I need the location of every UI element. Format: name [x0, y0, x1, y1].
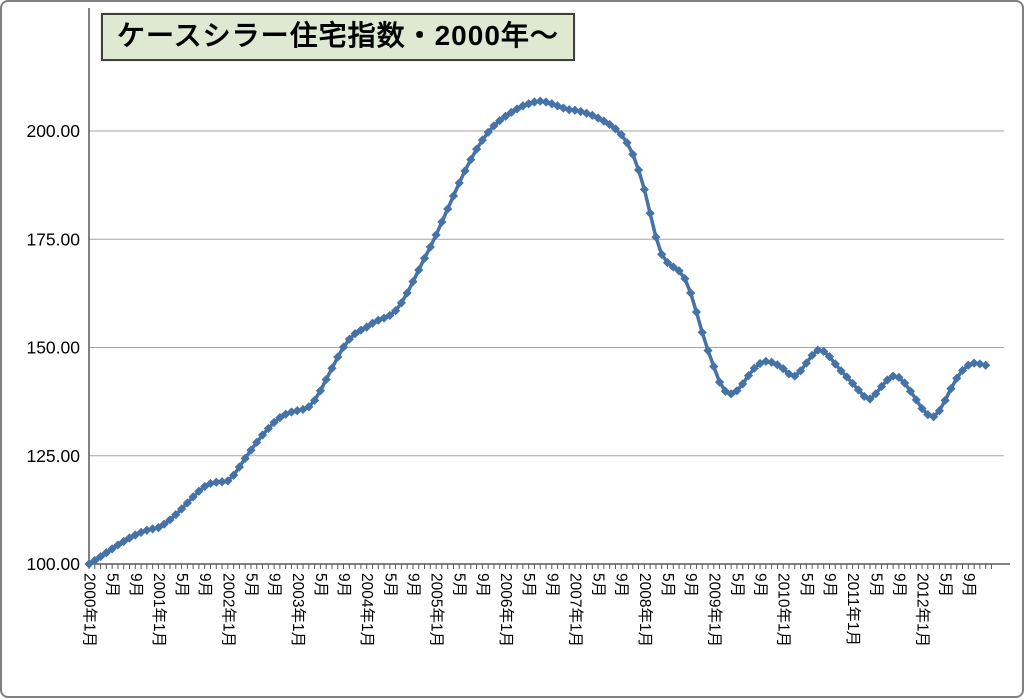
x-axis-label: 9月 — [613, 573, 630, 597]
x-axis-label: 2005年1月 — [428, 573, 446, 647]
x-axis-label: 5月 — [312, 573, 329, 597]
x-axis-label: 5月 — [520, 573, 537, 597]
x-axis-label: 9月 — [682, 573, 699, 597]
x-axis-label: 9月 — [335, 573, 352, 597]
x-axis-label: 5月 — [659, 573, 676, 597]
x-axis-label: 9月 — [960, 573, 977, 597]
x-axis-label: 2002年1月 — [219, 573, 237, 647]
y-axis-label-125: 125.00 — [26, 446, 80, 466]
x-axis-label: 2000年1月 — [81, 573, 99, 647]
x-axis-label: 9月 — [266, 573, 283, 597]
x-axis-label: 5月 — [451, 573, 468, 597]
y-axis-label-100: 100.00 — [26, 554, 80, 574]
x-axis-label: 2012年1月 — [914, 573, 932, 647]
x-axis-label: 9月 — [127, 573, 144, 597]
x-axis-label: 9月 — [196, 573, 213, 597]
chart-title: ケースシラー住宅指数・2000年～ — [117, 20, 559, 51]
x-axis-label: 5月 — [798, 573, 815, 597]
y-axis-label-150: 150.00 — [26, 338, 80, 358]
x-axis-label: 5月 — [242, 573, 259, 597]
x-axis-label: 5月 — [173, 573, 190, 597]
x-axis-label: 2003年1月 — [289, 573, 307, 647]
x-axis-label: 5月 — [728, 573, 745, 597]
x-axis-label: 5月 — [867, 573, 884, 597]
x-axis-label: 5月 — [104, 573, 121, 597]
x-axis-label: 2006年1月 — [497, 573, 515, 647]
x-axis-label: 9月 — [474, 573, 491, 597]
x-axis-label: 5月 — [937, 573, 954, 597]
x-axis-label: 5月 — [381, 573, 398, 597]
x-axis-label: 9月 — [752, 573, 769, 597]
series-line-case-shiller — [87, 99, 988, 566]
x-axis-label: 5月 — [590, 573, 607, 597]
x-axis-label: 9月 — [821, 573, 838, 597]
x-axis-label: 2001年1月 — [150, 573, 168, 647]
y-axis-label-200: 200.00 — [26, 121, 80, 141]
x-axis-label: 2004年1月 — [358, 573, 376, 647]
x-axis-label: 2007年1月 — [566, 573, 584, 647]
x-axis-label: 2010年1月 — [775, 573, 793, 647]
x-axis-label: 2011年1月 — [844, 573, 862, 646]
y-axis-label-175: 175.00 — [26, 229, 80, 249]
x-axis-label: 9月 — [890, 573, 907, 597]
series-markers — [84, 96, 991, 569]
x-axis-label: 9月 — [404, 573, 421, 597]
chart-title-box: ケースシラー住宅指数・2000年～ — [100, 12, 576, 62]
x-axis-label: 2008年1月 — [636, 573, 654, 647]
x-axis-label: 2009年1月 — [705, 573, 723, 647]
x-axis-label: 9月 — [543, 573, 560, 597]
